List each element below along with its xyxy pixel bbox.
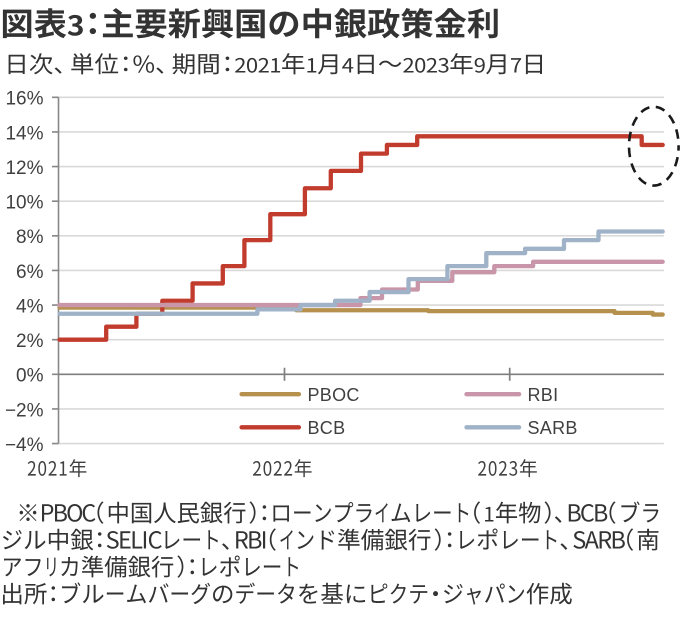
svg-text:12%: 12% [5, 158, 43, 179]
svg-text:SARB: SARB [528, 418, 578, 438]
svg-text:−4%: −4% [5, 435, 44, 456]
svg-text:PBOC: PBOC [308, 385, 360, 405]
svg-text:0%: 0% [16, 366, 44, 387]
svg-text:4%: 4% [16, 297, 44, 318]
svg-text:6%: 6% [16, 262, 44, 283]
svg-text:BCB: BCB [308, 418, 346, 438]
svg-text:14%: 14% [5, 123, 43, 144]
svg-text:−2%: −2% [5, 400, 44, 421]
svg-text:16%: 16% [5, 89, 43, 110]
svg-text:10%: 10% [5, 193, 43, 214]
svg-text:2%: 2% [16, 331, 44, 352]
svg-text:8%: 8% [16, 227, 44, 248]
svg-text:RBI: RBI [528, 385, 559, 405]
